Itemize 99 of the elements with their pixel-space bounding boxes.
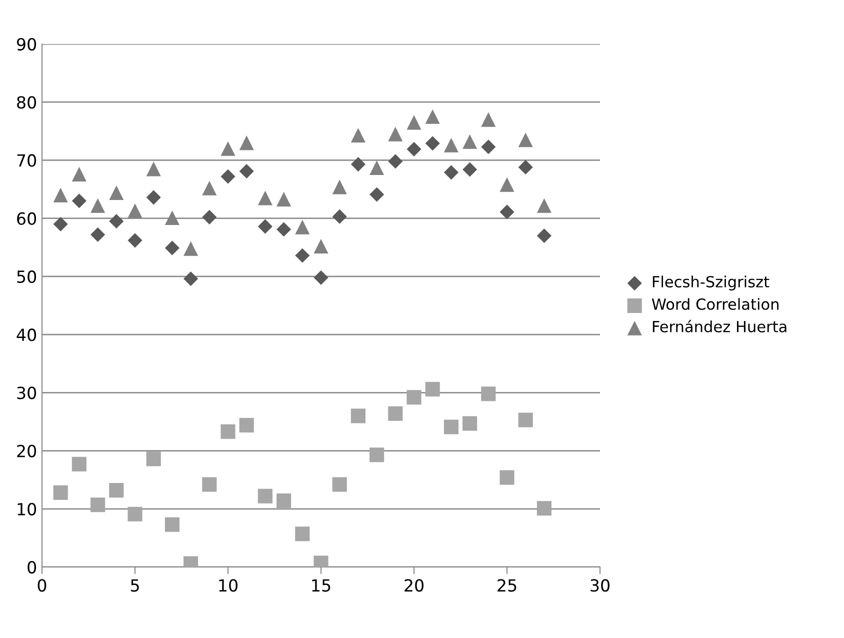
point (184, 271, 198, 286)
point (536, 228, 552, 244)
point (258, 219, 272, 234)
point (90, 198, 106, 213)
point (109, 214, 124, 229)
point (295, 248, 310, 263)
y-tick-label: 40 (16, 328, 36, 342)
y-tick-label: 10 (18, 502, 36, 516)
point (276, 192, 292, 206)
point (406, 142, 422, 156)
point (406, 390, 422, 405)
point (128, 233, 142, 248)
point (202, 210, 217, 224)
y-tick-label: 90 (16, 38, 36, 51)
point (536, 501, 552, 516)
point (295, 526, 310, 542)
y-tick-label: 0 (28, 560, 36, 574)
point (258, 488, 272, 504)
point (146, 162, 161, 176)
point (462, 134, 478, 149)
legend-label: Word Correlation (652, 298, 778, 310)
point (332, 477, 347, 492)
point (72, 456, 86, 472)
point (332, 180, 347, 194)
y-tick-label: 80 (17, 96, 36, 109)
point (220, 141, 236, 156)
point (388, 154, 403, 169)
point (370, 160, 384, 176)
point (388, 126, 403, 142)
point (425, 382, 440, 396)
point (220, 169, 236, 184)
point (53, 216, 68, 232)
point (406, 115, 422, 130)
legend-label: Flecsh-Szigriszt (652, 276, 770, 290)
y-tick-label: 60 (17, 212, 36, 225)
point (536, 198, 552, 213)
point (518, 160, 533, 174)
point (202, 477, 217, 492)
point (500, 204, 514, 220)
point (518, 412, 533, 428)
y-tick-label: 70 (17, 154, 36, 167)
point (425, 109, 440, 124)
y-tick-label: 20 (17, 444, 36, 458)
point (314, 270, 328, 285)
point (500, 177, 514, 192)
x-tick-label: 10 (219, 579, 238, 592)
point (350, 157, 366, 172)
point (350, 408, 366, 424)
point (481, 386, 496, 402)
point (350, 128, 366, 143)
point (481, 112, 496, 127)
point (128, 203, 142, 218)
point (220, 424, 236, 439)
point (314, 238, 328, 254)
point (370, 448, 384, 462)
point (164, 240, 180, 256)
point (388, 406, 403, 421)
point (425, 136, 440, 151)
point (239, 418, 254, 432)
point (109, 185, 124, 200)
point (164, 210, 180, 226)
point (184, 241, 198, 256)
x-tick-label: 15 (312, 579, 330, 592)
point (295, 220, 310, 234)
x-tick-label: 20 (404, 579, 424, 592)
point (444, 420, 458, 434)
point (202, 180, 217, 196)
point (332, 209, 347, 224)
point (128, 506, 142, 522)
point (239, 164, 254, 179)
y-tick-label: 30 (17, 386, 36, 400)
x-tick-label: 5 (130, 579, 139, 592)
point (500, 470, 514, 485)
point (518, 132, 533, 148)
point (146, 190, 161, 205)
x-tick-label: 30 (590, 579, 610, 592)
x-tick-label: 25 (498, 579, 516, 592)
point (72, 194, 86, 208)
point (481, 140, 496, 154)
x-tick-label: 0 (38, 579, 46, 592)
point (276, 222, 292, 237)
point (276, 493, 292, 508)
point (462, 416, 478, 431)
point (370, 187, 384, 202)
point (109, 483, 124, 498)
point (53, 485, 68, 500)
point (146, 452, 161, 466)
point (164, 517, 180, 532)
point (239, 136, 254, 150)
point (444, 138, 458, 152)
point (258, 190, 272, 206)
y-tick-label: 50 (17, 270, 36, 284)
point (462, 162, 478, 177)
point (53, 188, 68, 202)
point (90, 498, 106, 512)
point (444, 165, 458, 180)
point (72, 166, 86, 182)
legend-label: Fernández Huerta (652, 320, 786, 332)
point (90, 227, 106, 242)
